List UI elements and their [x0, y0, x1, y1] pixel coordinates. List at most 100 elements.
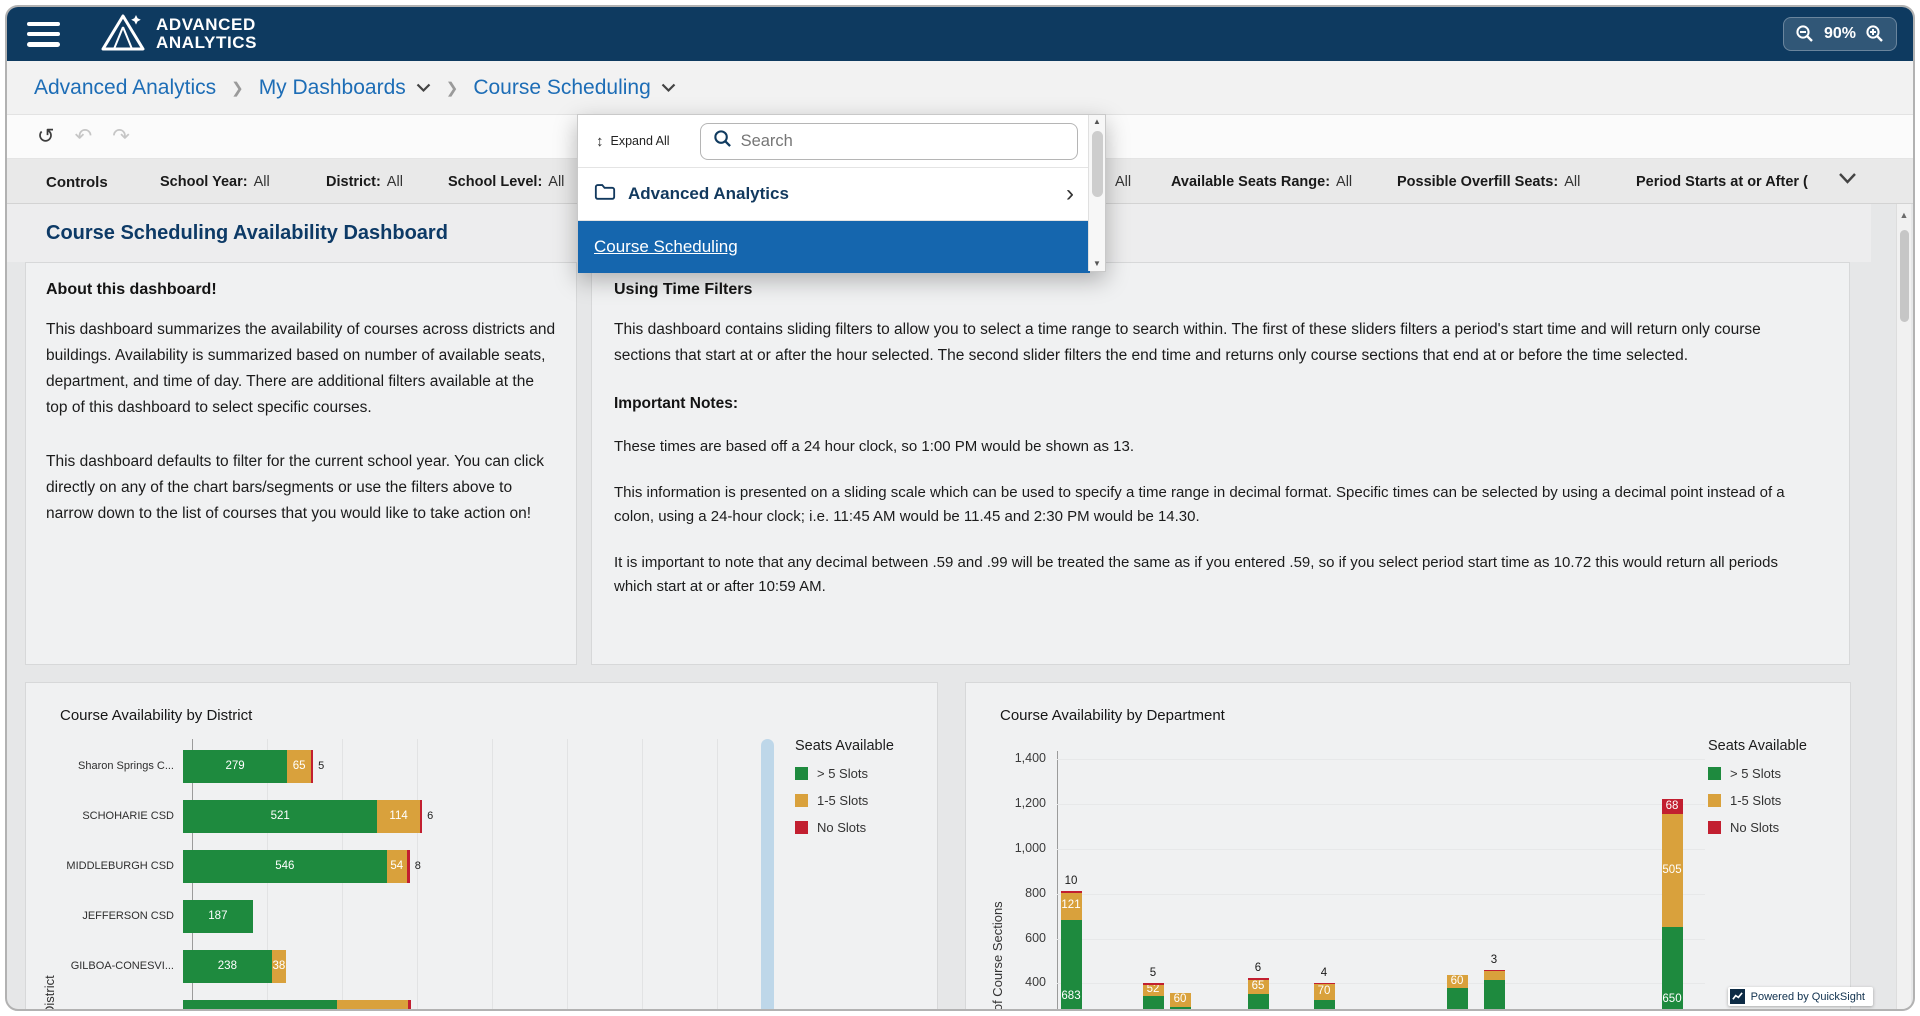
bar-segment[interactable] [1447, 974, 1468, 989]
district-chart-scrollbar[interactable] [761, 739, 774, 1009]
bar-segment[interactable] [1143, 983, 1164, 985]
legend-item[interactable]: 1-5 Slots [1708, 793, 1807, 808]
bar-segment[interactable] [1484, 979, 1505, 1009]
district-row: GILBOA-CONESVI... 238 38 [26, 941, 761, 991]
breadcrumb-item[interactable]: Course Scheduling [473, 76, 676, 100]
breadcrumb-item[interactable]: My Dashboards [259, 76, 431, 100]
dropdown-scrollbar[interactable]: ▲ ▼ [1088, 115, 1105, 271]
bar-segment[interactable] [1314, 984, 1335, 1000]
legend-item[interactable]: > 5 Slots [1708, 766, 1807, 781]
segment-value-label: 4 [1320, 967, 1328, 980]
filter-control[interactable]: All [1115, 174, 1132, 190]
bar-segment[interactable] [1143, 984, 1164, 997]
filter-control[interactable]: School Level: All [448, 174, 565, 190]
tick-label: 400 [1025, 975, 1046, 990]
segment-value-label: 5 [1149, 967, 1157, 980]
zoom-out-icon[interactable] [1795, 24, 1815, 44]
controls-collapse-chevron-icon[interactable] [1838, 172, 1857, 187]
legend-item[interactable]: 1-5 Slots [795, 793, 894, 808]
bar-segment[interactable]: 238 [183, 949, 272, 983]
page-scrollbar-thumb[interactable] [1899, 230, 1909, 322]
category-label: MIDDLEBURGH CSD [66, 860, 174, 872]
bar-segment[interactable] [1314, 999, 1335, 1009]
breadcrumb: Advanced Analytics ❯ My Dashboards ❯ Course … [7, 61, 1913, 115]
bar-segment[interactable] [406, 849, 410, 883]
hamburger-menu-icon[interactable] [27, 21, 60, 47]
category-label: JEFFERSON CSD [82, 910, 174, 922]
zoom-level: 90% [1823, 25, 1856, 42]
bar-segment[interactable]: 521 [183, 799, 378, 833]
legend-item[interactable]: > 5 Slots [795, 766, 894, 781]
bar-segment[interactable]: 65 [287, 749, 312, 783]
expand-all-button[interactable]: ↕ Expand All [596, 132, 670, 150]
legend-swatch-icon [1708, 794, 1721, 807]
bar-segment[interactable] [1662, 814, 1683, 928]
bar-segment[interactable] [407, 999, 411, 1009]
bar-segment[interactable] [1484, 969, 1505, 971]
breadcrumb-item[interactable]: Advanced Analytics [34, 75, 217, 99]
bar-segment[interactable] [1061, 920, 1082, 1009]
segment-value-label: 70 [1317, 985, 1331, 998]
segment-value-label: 6 [1254, 962, 1262, 975]
zoom-in-icon[interactable] [1865, 24, 1885, 44]
bar-segment[interactable] [1170, 1006, 1191, 1009]
bar-segment[interactable]: 114 [377, 799, 420, 833]
filter-control[interactable]: Available Seats Range: All [1171, 174, 1353, 190]
page-scrollbar[interactable]: ▲ [1896, 204, 1911, 1009]
powered-by-quicksight-badge[interactable]: Powered by QuickSight [1727, 987, 1873, 1006]
bar-segment[interactable] [1170, 993, 1191, 1007]
undo-icon[interactable]: ↶ [74, 125, 93, 148]
scroll-up-arrow-icon[interactable]: ▲ [1093, 117, 1101, 126]
chevron-down-icon[interactable] [661, 83, 676, 93]
gridline [492, 739, 493, 1009]
scroll-up-arrow-icon[interactable]: ▲ [1899, 210, 1909, 220]
search-input[interactable] [740, 131, 1065, 151]
category-label: GILBOA-CONESVI... [70, 960, 174, 972]
quicksight-icon [1729, 989, 1745, 1004]
legend-item[interactable]: No Slots [795, 820, 894, 835]
bar-segment[interactable] [336, 999, 408, 1009]
bar-segment[interactable] [1447, 988, 1468, 1009]
district-row: Sharon Springs C... 279 65 5 [26, 741, 761, 791]
filter-control[interactable]: Period Starts at or After ( [1636, 174, 1808, 190]
bar-segment[interactable]: 38 [271, 949, 286, 983]
bar-segment[interactable] [1061, 892, 1082, 920]
reset-icon[interactable]: ↺ [37, 125, 55, 148]
bar-segment[interactable] [1143, 996, 1164, 1009]
bar-segment[interactable]: 279 [183, 749, 288, 783]
bar-segment[interactable] [1248, 979, 1269, 995]
bar-segment[interactable] [1314, 983, 1335, 985]
bar-segment[interactable]: 546 [183, 849, 387, 883]
scroll-down-arrow-icon[interactable]: ▼ [1093, 259, 1101, 268]
chevron-down-icon[interactable] [416, 83, 431, 93]
bar-segment[interactable] [183, 999, 337, 1009]
bar-group: 238 38 [183, 949, 286, 983]
bar-segment[interactable] [1248, 978, 1269, 980]
district-plot: Sharon Springs C... 279 65 5 SCHOHARIE CSD 52… [26, 741, 761, 1009]
bar-segment[interactable] [1662, 927, 1683, 1009]
bar-segment[interactable] [1662, 799, 1683, 815]
segment-value-label: 38 [272, 960, 286, 972]
dashboard-picker-dropdown: ↕ Expand All Advanced Analytics › Course… [577, 114, 1106, 273]
gridline [1057, 938, 1705, 940]
bar-segment[interactable]: 54 [386, 849, 407, 883]
dropdown-item-course-scheduling[interactable]: Course Scheduling [578, 220, 1090, 273]
bar-segment[interactable]: 187 [183, 899, 253, 933]
bar-segment[interactable] [419, 799, 423, 833]
filter-control[interactable]: District: All [326, 174, 403, 190]
filter-control[interactable]: Possible Overfill Seats: All [1397, 174, 1581, 190]
legend-item[interactable]: No Slots [1708, 820, 1807, 835]
filter-control[interactable]: School Year: All [160, 174, 270, 190]
dropdown-item-advanced-analytics[interactable]: Advanced Analytics › [578, 167, 1090, 220]
dropdown-scrollbar-thumb[interactable] [1091, 131, 1103, 197]
bar-group: 521 114 6 [183, 799, 433, 833]
segment-value-label: 65 [292, 760, 306, 772]
bar-segment[interactable] [1484, 970, 1505, 980]
segment-value-label: 114 [389, 810, 408, 822]
legend-swatch-icon [795, 767, 808, 780]
bar-segment[interactable] [1061, 890, 1082, 893]
controls-title: Controls [46, 174, 108, 191]
bar-segment[interactable] [311, 749, 314, 783]
redo-icon[interactable]: ↷ [112, 125, 130, 148]
bar-segment[interactable] [1248, 994, 1269, 1009]
